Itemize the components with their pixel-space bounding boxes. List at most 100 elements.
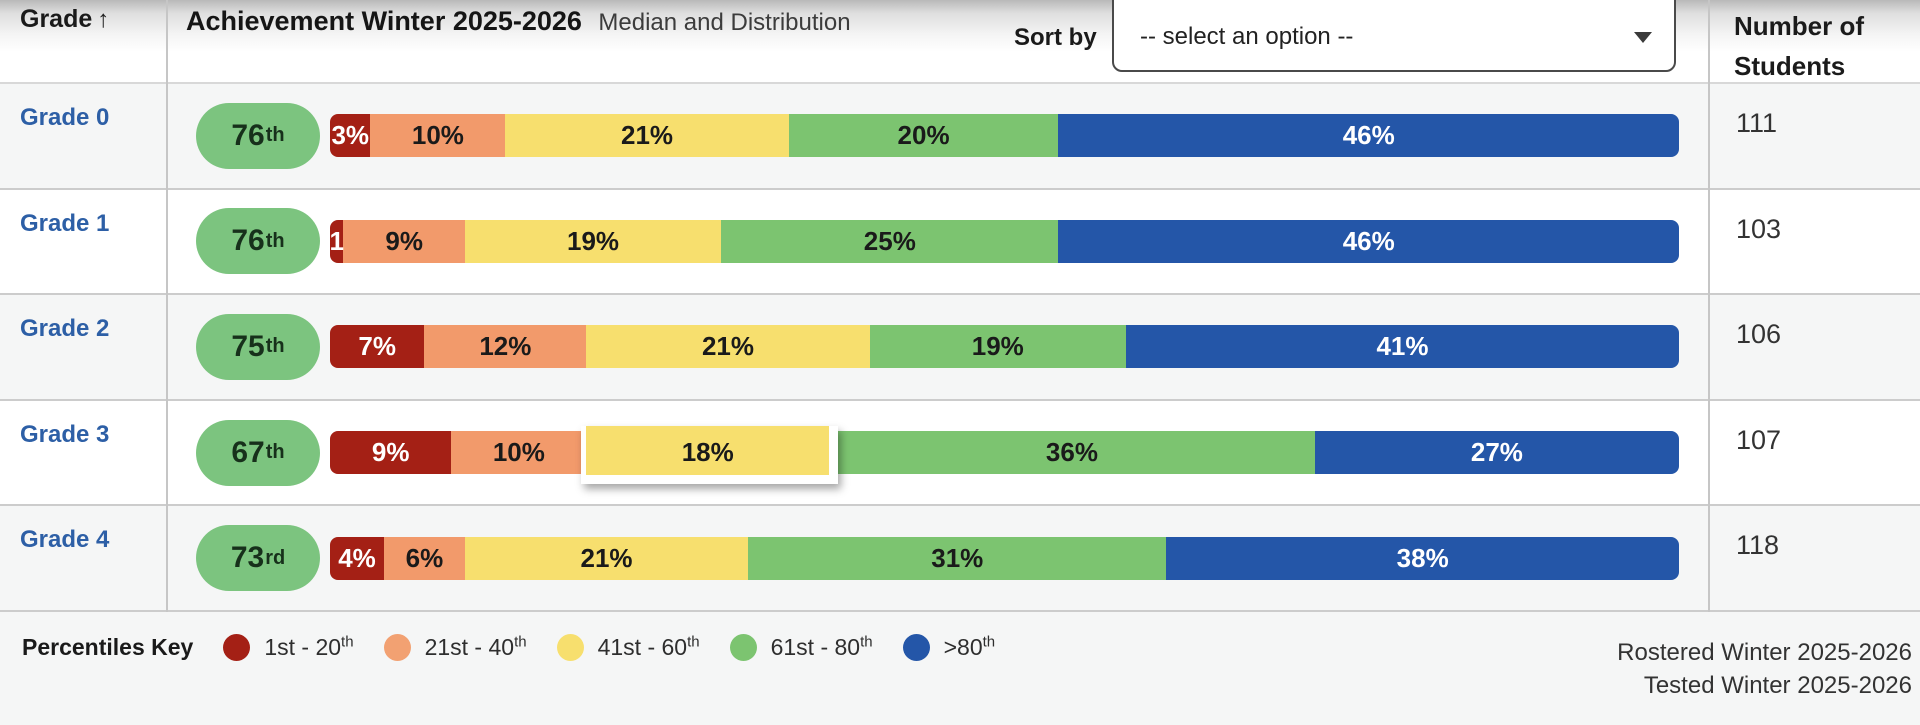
median-value: 73 bbox=[230, 541, 265, 575]
tested-term: Tested Winter 2025-2026 bbox=[1643, 672, 1912, 699]
chart-subtitle: Median and Distribution bbox=[598, 9, 851, 36]
grade-link[interactable]: Grade 4 bbox=[20, 526, 110, 554]
bar-segment-green[interactable]: 31% bbox=[748, 536, 1167, 580]
legend-label: >80th bbox=[943, 632, 996, 660]
bar-segment-yellow[interactable]: 21% bbox=[464, 536, 749, 580]
segment-label: 46% bbox=[1342, 225, 1395, 256]
median-suffix: th bbox=[265, 229, 285, 252]
median-suffix: th bbox=[265, 335, 285, 358]
bar-segment-yellow[interactable]: 21% bbox=[505, 114, 789, 158]
bar-segment-red[interactable]: 7% bbox=[330, 325, 425, 369]
segment-label: 3% bbox=[331, 120, 370, 151]
bar-segment-red[interactable]: 9% bbox=[330, 431, 452, 475]
column-divider-right bbox=[1708, 0, 1710, 612]
segment-label: 41% bbox=[1376, 331, 1429, 362]
students-column-header: Number of Students bbox=[1734, 11, 1864, 81]
grade-cell: Grade 1 bbox=[0, 190, 166, 294]
distribution-bar: 9% 10% 18% 36% 27% bbox=[330, 426, 1679, 485]
bar-segment-blue[interactable]: 38% bbox=[1166, 536, 1679, 580]
segment-label: 6% bbox=[405, 542, 444, 573]
grade-link[interactable]: Grade 0 bbox=[20, 104, 110, 131]
legend-label: 1st - 20th bbox=[264, 632, 354, 660]
legend-item: 1st - 20th bbox=[223, 632, 354, 661]
legend-label: 61st - 80th bbox=[770, 632, 873, 660]
median-suffix: th bbox=[265, 124, 285, 147]
bar-segment-yellow[interactable]: 19% bbox=[464, 219, 722, 263]
bar-segment-yellow[interactable]: 21% bbox=[586, 325, 870, 369]
legend-color-dot bbox=[383, 633, 411, 661]
segment-label: 7% bbox=[358, 331, 396, 362]
grade-column-label: Grade bbox=[20, 5, 93, 33]
bar-segment-yellow[interactable]: 18% bbox=[581, 426, 838, 485]
bar-segment-orange[interactable]: 9% bbox=[343, 219, 465, 263]
median-value: 76 bbox=[231, 118, 265, 152]
bar-segment-red[interactable]: 1 bbox=[330, 219, 344, 263]
segment-label: 4% bbox=[338, 542, 376, 573]
bar-segment-blue[interactable]: 41% bbox=[1125, 325, 1680, 369]
bar-segment-orange[interactable]: 6% bbox=[383, 536, 465, 580]
bar-segment-orange[interactable]: 10% bbox=[370, 114, 506, 158]
segment-label: 19% bbox=[971, 331, 1024, 362]
bar-segment-blue[interactable]: 46% bbox=[1058, 114, 1680, 158]
segment-label: 19% bbox=[567, 225, 620, 256]
bar-segment-blue[interactable]: 46% bbox=[1058, 219, 1679, 263]
segment-label: 36% bbox=[1045, 437, 1098, 468]
legend-item: 21st - 40th bbox=[383, 633, 527, 661]
sort-ascending-icon: ↑ bbox=[97, 6, 110, 33]
grade-link[interactable]: Grade 1 bbox=[20, 209, 110, 237]
grade-cell: Grade 3 bbox=[0, 401, 166, 505]
segment-label: 9% bbox=[385, 225, 423, 256]
distribution-bar: 1 9% 19% 25% 46% bbox=[330, 219, 1679, 263]
column-divider-left bbox=[166, 0, 168, 612]
grade-link[interactable]: Grade 2 bbox=[20, 315, 110, 343]
bar-segment-green[interactable]: 19% bbox=[869, 325, 1126, 369]
distribution-bar: 4% 6% 21% 31% 38% bbox=[330, 536, 1679, 580]
segment-label: 10% bbox=[492, 437, 545, 468]
grade-link[interactable]: Grade 3 bbox=[20, 420, 110, 448]
bar-segment-green[interactable]: 25% bbox=[721, 219, 1059, 263]
segment-label: 46% bbox=[1342, 120, 1395, 151]
footer: Percentiles Key 1st - 20th 21st - 40th 41s… bbox=[0, 612, 1920, 725]
bar-segment-green[interactable]: 20% bbox=[788, 114, 1059, 158]
footer-term-info: Rostered Winter 2025-2026 Tested Winter … bbox=[1617, 636, 1912, 702]
segment-label: 21% bbox=[621, 120, 674, 151]
median-value: 76 bbox=[231, 224, 265, 258]
legend-item: >80th bbox=[902, 632, 996, 661]
bar-segment-orange[interactable]: 12% bbox=[424, 325, 587, 369]
bar-segment-blue[interactable]: 27% bbox=[1314, 431, 1679, 475]
grade-cell: Grade 0 bbox=[0, 84, 166, 188]
legend-title: Percentiles Key bbox=[22, 633, 194, 660]
student-count: 103 bbox=[1736, 213, 1782, 244]
segment-label: 20% bbox=[897, 120, 950, 151]
bar-segment-red[interactable]: 4% bbox=[330, 536, 384, 580]
legend-color-dot bbox=[729, 633, 757, 661]
median-suffix: rd bbox=[265, 546, 286, 569]
chart-column-header: Achievement Winter 2025-2026 Median and … bbox=[186, 6, 851, 37]
bar-segment-red[interactable]: 3% bbox=[330, 114, 371, 158]
distribution-bar: 7% 12% 21% 19% 41% bbox=[330, 325, 1680, 369]
bar-segment-green[interactable]: 36% bbox=[829, 431, 1315, 475]
segment-label: 12% bbox=[479, 331, 532, 362]
grade-column-header[interactable]: Grade ↑ bbox=[20, 5, 109, 34]
median-suffix: th bbox=[265, 441, 285, 464]
legend-color-dot bbox=[902, 633, 930, 661]
segment-label: 25% bbox=[863, 225, 916, 256]
sort-select[interactable]: -- select an option -- bbox=[1112, 0, 1676, 72]
sort-by-label: Sort by bbox=[1014, 24, 1097, 51]
percentiles-legend: Percentiles Key 1st - 20th 21st - 40th 41s… bbox=[22, 633, 995, 661]
legend-color-dot bbox=[223, 633, 251, 661]
bar-segment-orange[interactable]: 10% bbox=[451, 431, 587, 475]
legend-color-dot bbox=[556, 633, 584, 661]
median-value: 75 bbox=[231, 329, 265, 363]
